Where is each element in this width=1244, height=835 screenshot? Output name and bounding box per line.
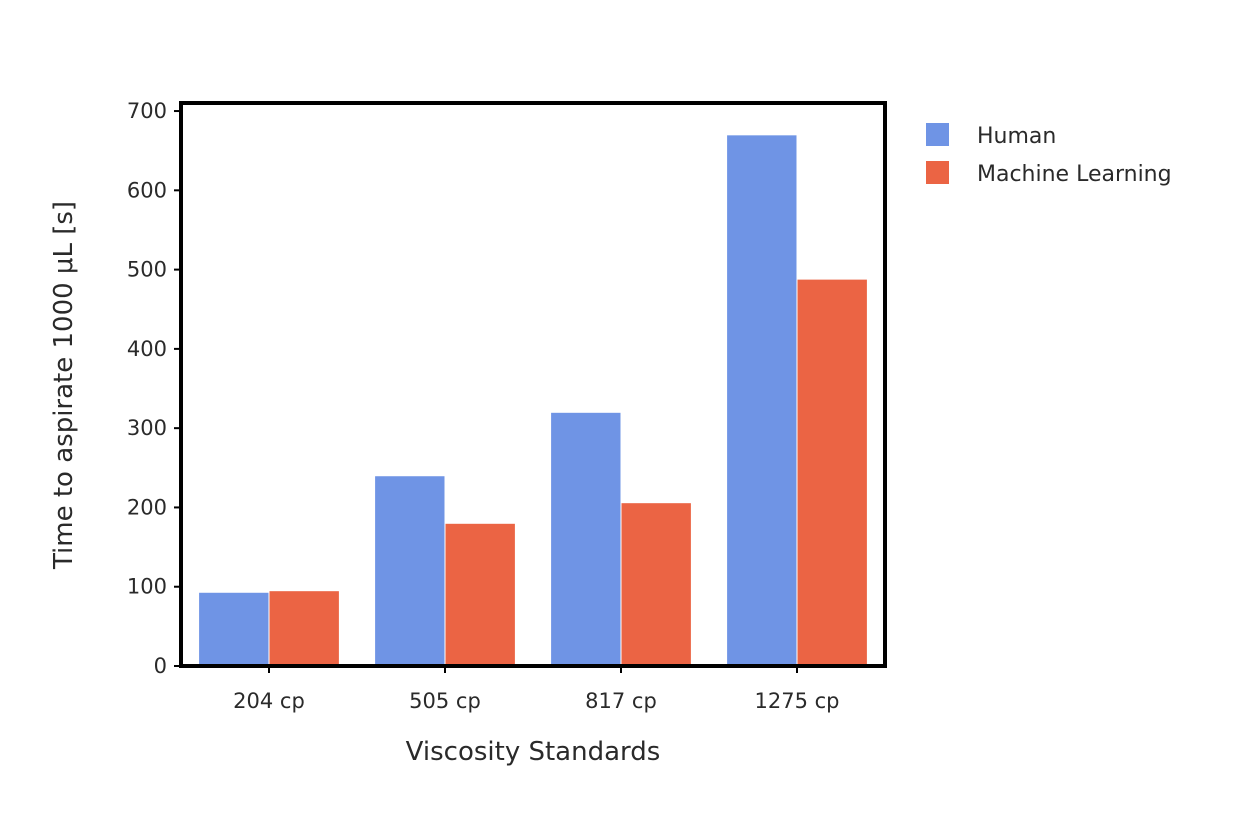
y-tick-label: 0 [154, 654, 167, 678]
plot-frame [179, 101, 887, 668]
bar-machine-learning-505-cp [444, 522, 516, 667]
legend-swatch [926, 161, 949, 184]
legend-swatch [926, 123, 949, 146]
bar-human-505-cp [374, 475, 446, 667]
y-tick-label: 600 [127, 178, 167, 202]
x-axis: 204 cp 505 cp 817 cp 1275 cp [233, 666, 840, 713]
x-tick-label: 505 cp [409, 689, 481, 713]
bar-human-1275-cp [726, 134, 798, 667]
x-tick-label: 204 cp [233, 689, 305, 713]
x-tick-label: 1275 cp [755, 689, 840, 713]
bar-machine-learning-1275-cp [796, 278, 868, 667]
legend-label: Human [977, 124, 1056, 149]
bar-machine-learning-204-cp [268, 590, 340, 667]
y-tick-label: 100 [127, 575, 167, 599]
legend: Human Machine Learning [926, 123, 1172, 187]
y-tick-label: 300 [127, 416, 167, 440]
legend-label: Machine Learning [977, 162, 1172, 187]
y-tick-label: 700 [127, 99, 167, 123]
bar-machine-learning-817-cp [620, 502, 692, 667]
y-tick-label: 200 [127, 495, 167, 519]
y-tick-label: 500 [127, 258, 167, 282]
bars-layer [198, 134, 868, 667]
x-axis-title: Viscosity Standards [406, 737, 661, 767]
bar-human-817-cp [550, 411, 622, 667]
y-tick-label: 400 [127, 337, 167, 361]
y-axis: 0 100 200 300 400 500 600 700 [127, 99, 181, 678]
x-tick-label: 817 cp [585, 689, 657, 713]
bar-human-204-cp [198, 591, 270, 667]
y-axis-title: Time to aspirate 1000 μL [s] [49, 201, 79, 570]
